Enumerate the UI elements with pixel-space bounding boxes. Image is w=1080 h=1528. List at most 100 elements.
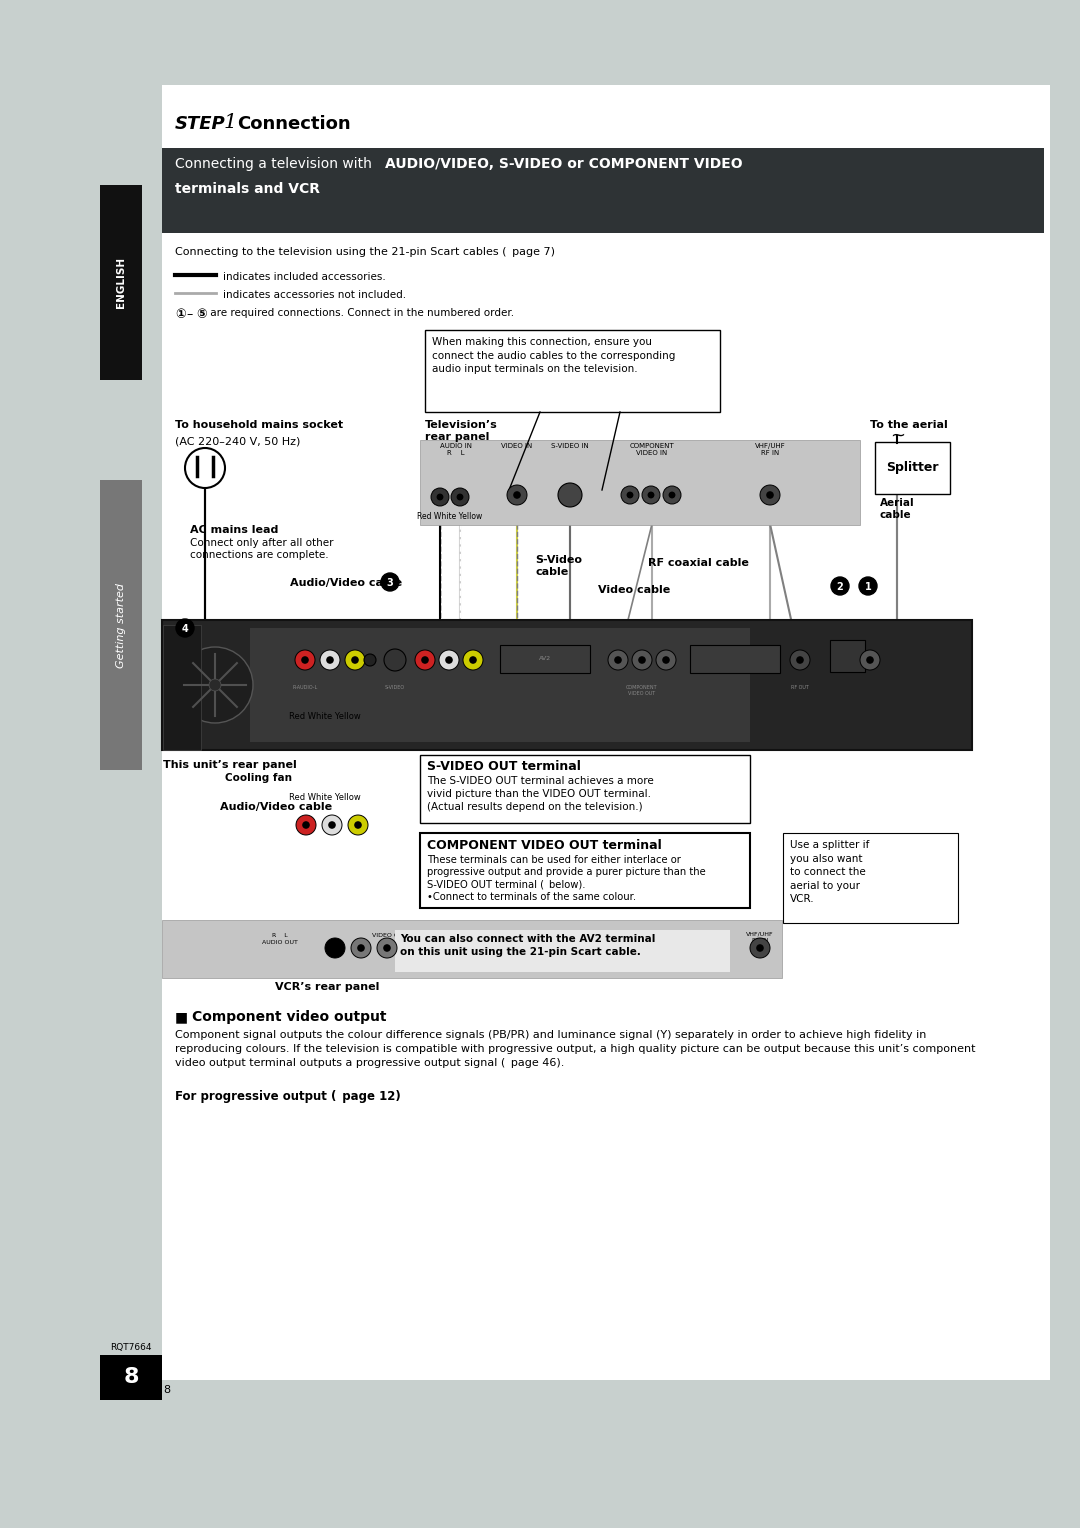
Text: AUDIO/VIDEO, S-VIDEO or COMPONENT VIDEO: AUDIO/VIDEO, S-VIDEO or COMPONENT VIDEO	[384, 157, 743, 171]
Text: RF coaxial cable: RF coaxial cable	[648, 558, 748, 568]
Text: VIDEO IN: VIDEO IN	[501, 443, 532, 449]
Bar	[162, 620, 972, 750]
Bar	[831, 640, 865, 672]
Text: VHF/UHF
RF IN: VHF/UHF RF IN	[755, 443, 785, 455]
Text: Component video output: Component video output	[192, 1010, 387, 1024]
Text: 2: 2	[837, 582, 843, 591]
Text: 1: 1	[865, 582, 872, 591]
Text: Connecting to the television using the 21-pin Scart cables ( page 7): Connecting to the television using the 2…	[175, 248, 555, 257]
Circle shape	[177, 646, 253, 723]
Text: 4: 4	[181, 623, 188, 634]
Circle shape	[860, 649, 880, 669]
Circle shape	[632, 649, 652, 669]
Text: COMPONENT VIDEO OUT terminal: COMPONENT VIDEO OUT terminal	[427, 839, 662, 853]
Text: ~: ~	[890, 426, 905, 445]
Circle shape	[295, 649, 315, 669]
Text: RQT7664: RQT7664	[110, 1343, 152, 1352]
Text: For progressive output ( page 12): For progressive output ( page 12)	[175, 1089, 401, 1103]
Text: 8: 8	[123, 1368, 138, 1387]
Bar	[783, 833, 958, 923]
Circle shape	[760, 484, 780, 504]
Text: Use a splitter if
you also want
to connect the
aerial to your
VCR.: Use a splitter if you also want to conne…	[789, 840, 869, 905]
Text: Connection: Connection	[237, 115, 351, 133]
Text: S-VIDEO IN: S-VIDEO IN	[551, 443, 589, 449]
Text: S-VIDEO: S-VIDEO	[384, 685, 405, 691]
Text: AV2: AV2	[539, 657, 551, 662]
Circle shape	[859, 578, 877, 594]
Circle shape	[796, 656, 804, 663]
Circle shape	[608, 649, 627, 669]
Circle shape	[866, 656, 874, 663]
Text: VIDEO OUT: VIDEO OUT	[373, 934, 407, 938]
Bar	[100, 1380, 1080, 1429]
Circle shape	[750, 938, 770, 958]
Circle shape	[357, 944, 365, 952]
Text: –: –	[186, 309, 192, 321]
Circle shape	[431, 487, 449, 506]
Circle shape	[348, 814, 368, 834]
Text: Audio/Video cable: Audio/Video cable	[291, 578, 402, 588]
Text: Cooling fan: Cooling fan	[225, 773, 292, 782]
Circle shape	[766, 490, 773, 498]
Circle shape	[354, 821, 362, 828]
Circle shape	[332, 944, 339, 952]
Text: indicates accessories not included.: indicates accessories not included.	[222, 290, 406, 299]
Text: AC mains lead: AC mains lead	[190, 526, 279, 535]
Circle shape	[320, 649, 340, 669]
Text: ⑤: ⑤	[195, 309, 206, 321]
Circle shape	[351, 656, 359, 663]
Circle shape	[558, 483, 582, 507]
Text: (AC 220–240 V, 50 Hz): (AC 220–240 V, 50 Hz)	[175, 435, 300, 446]
Circle shape	[415, 649, 435, 669]
Text: indicates included accessories.: indicates included accessories.	[222, 272, 386, 283]
Circle shape	[513, 490, 521, 498]
Circle shape	[642, 486, 660, 504]
Text: To the aerial: To the aerial	[870, 420, 948, 429]
Text: Red White Yellow: Red White Yellow	[289, 712, 361, 721]
Text: RF OUT: RF OUT	[791, 685, 809, 691]
Text: Red White Yellow: Red White Yellow	[289, 793, 361, 802]
Text: The S-VIDEO OUT terminal achieves a more
vivid picture than the VIDEO OUT termin: The S-VIDEO OUT terminal achieves a more…	[427, 776, 653, 811]
Bar	[100, 185, 141, 380]
Circle shape	[789, 649, 810, 669]
Circle shape	[662, 656, 670, 663]
Circle shape	[326, 656, 334, 663]
Text: R    L: R L	[272, 934, 288, 938]
Circle shape	[507, 484, 527, 504]
Circle shape	[185, 448, 225, 487]
Bar	[426, 330, 720, 413]
Text: AUDIO IN
R    L: AUDIO IN R L	[440, 443, 472, 455]
Bar	[162, 920, 782, 978]
Text: VCR’s rear panel: VCR’s rear panel	[275, 983, 379, 992]
Circle shape	[383, 944, 391, 952]
Text: ①: ①	[175, 309, 186, 321]
Text: VHF/UHF
RF IN: VHF/UHF RF IN	[746, 932, 773, 943]
Circle shape	[451, 487, 469, 506]
Text: 1: 1	[224, 113, 238, 131]
Circle shape	[377, 938, 397, 958]
Circle shape	[302, 821, 310, 828]
Text: 8: 8	[163, 1384, 171, 1395]
Bar	[162, 148, 1044, 232]
Text: ■: ■	[175, 1010, 188, 1024]
Circle shape	[463, 649, 483, 669]
Text: Red White Yellow: Red White Yellow	[417, 512, 483, 521]
Circle shape	[210, 678, 221, 691]
Circle shape	[421, 656, 429, 663]
Text: COMPONENT
VIDEO OUT: COMPONENT VIDEO OUT	[626, 685, 658, 695]
Circle shape	[626, 492, 633, 498]
Bar	[395, 931, 730, 972]
Text: ENGLISH: ENGLISH	[116, 257, 126, 307]
Text: When making this connection, ensure you
connect the audio cables to the correspo: When making this connection, ensure you …	[432, 338, 675, 374]
Bar	[500, 645, 590, 672]
Circle shape	[457, 494, 463, 501]
Circle shape	[436, 494, 444, 501]
Bar	[100, 86, 1050, 1380]
Bar	[100, 86, 162, 1380]
Text: terminals and VCR: terminals and VCR	[175, 182, 320, 196]
Text: are required connections. Connect in the numbered order.: are required connections. Connect in the…	[207, 309, 514, 318]
Text: Video cable: Video cable	[598, 585, 671, 594]
Circle shape	[656, 649, 676, 669]
Circle shape	[296, 814, 316, 834]
Circle shape	[756, 944, 764, 952]
